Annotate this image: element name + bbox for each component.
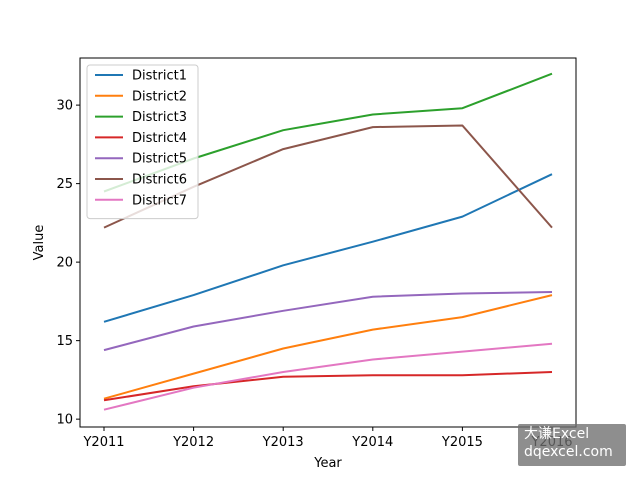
x-tick-label: Y2013 [262,435,304,450]
y-axis: 10 15 20 25 30 [56,99,80,428]
y-tick-label: 25 [56,177,73,192]
series-line-district1 [103,173,553,323]
y-axis-label: Value [32,225,47,261]
x-tick-label: Y2011 [82,435,124,450]
x-axis-label: Year [313,456,342,471]
x-tick-label: Y2012 [172,435,214,450]
legend-label: District6 [132,173,187,188]
y-tick-label: 20 [56,256,73,271]
x-axis: Y2011Y2012Y2013Y2014Y2015Y2016 [82,427,573,450]
legend-label: District3 [132,110,187,125]
watermark-badge: 大谦Excel dqexcel.com [518,424,626,466]
watermark-line-2: dqexcel.com [524,444,613,460]
y-tick-label: 30 [56,99,73,114]
legend-label: District1 [132,69,187,84]
x-tick-label: Y2015 [441,435,483,450]
legend-label: District5 [132,152,187,167]
series-line-district2 [103,294,553,400]
watermark-line-1: 大谦Excel [524,426,590,442]
legend-label: District2 [132,89,187,104]
legend-box [86,64,199,220]
y-tick-label: 15 [56,334,73,349]
plot-frame [79,57,577,428]
series-line-district4 [103,371,553,402]
legend: District1 District2 District3 District4 Dist… [86,64,199,220]
series-line-district7 [103,342,553,411]
y-tick-label: 10 [56,413,73,428]
legend-label: District7 [132,193,187,208]
series-line-district5 [103,291,553,352]
legend-label: District4 [132,131,187,146]
x-tick-label: Y2014 [351,435,393,450]
